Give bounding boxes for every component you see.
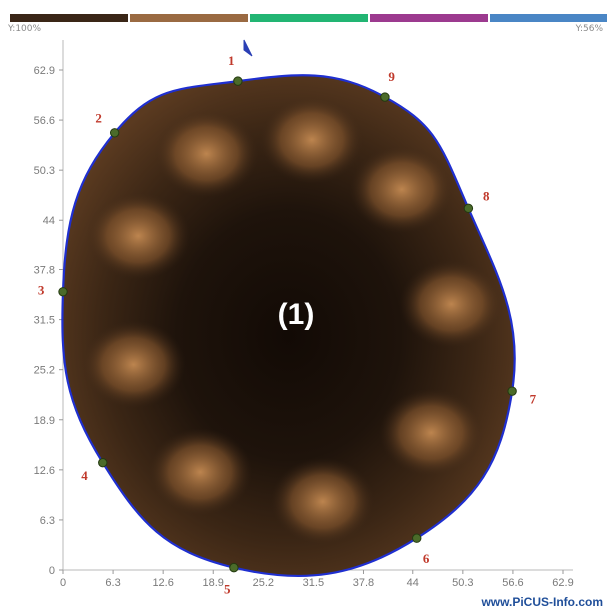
x-tick-label: 31.5 [303,577,324,589]
x-tick-label: 6.3 [105,577,120,589]
sensor-marker [233,76,243,86]
density-patch [148,428,253,517]
y-axis: 0 6.3 12.6 18.9 25.2 31.5 37.8 44 50.3 56.6 62.9 [34,40,64,577]
x-tick-label: 62.9 [552,577,573,589]
y-tick-label: 56.6 [34,115,55,127]
x-tick-label: 25.2 [253,577,274,589]
scale-segment [370,14,488,22]
sensor-points: 1 2 3 4 5 6 7 8 9 [38,53,537,596]
scale-segment [490,14,607,22]
sensor-label: 3 [38,282,45,297]
y-tick-label: 12.6 [34,465,55,477]
y-tick-label: 0 [49,565,55,577]
sensor-marker [380,92,390,102]
density-patch [86,191,191,280]
sensor-label: 7 [530,392,537,407]
density-patch [399,260,504,349]
sensor-marker [229,562,239,573]
north-arrow-icon [243,39,253,57]
sensor-label: 5 [224,582,231,597]
sensor-marker [412,533,422,543]
scale-segment [250,14,368,22]
x-tick-label: 12.6 [152,577,173,589]
sensor-label: 1 [228,53,235,68]
sensor-label: 8 [483,188,490,203]
y-tick-label: 44 [43,215,55,227]
x-tick-label: 50.3 [452,577,473,589]
density-patch [379,388,484,477]
x-tick-label: 0 [60,577,66,589]
sensor-label: 4 [81,468,88,483]
region-annotation: (1) [278,298,315,331]
trunk-outline [61,74,516,578]
density-patch [81,320,186,409]
x-tick-label: 44 [407,577,419,589]
x-tick-label: 56.6 [502,577,523,589]
sensor-marker [507,386,517,396]
density-patch [349,145,454,234]
y-tick-label: 31.5 [34,315,55,327]
sensor-label: 6 [423,551,430,566]
sensor-marker [463,203,474,214]
density-patch [259,95,364,184]
sensor-label: 2 [95,111,102,126]
footer-link[interactable]: www.PiCUS-Info.com [481,595,603,609]
density-patch [154,109,259,198]
sensor-marker [98,457,108,468]
wood-density-patches [81,95,504,546]
scale-left-label: Y:100% [8,24,42,34]
x-tick-label: 18.9 [203,577,224,589]
y-tick-label: 25.2 [34,365,55,377]
y-tick-label: 50.3 [34,165,55,177]
y-tick-label: 37.8 [34,265,55,277]
y-tick-label: 6.3 [40,515,55,527]
density-patch [270,457,375,546]
sensor-marker [109,128,120,138]
sensor-label: 9 [388,69,395,84]
y-tick-label: 18.9 [34,415,55,427]
scale-right-label: Y:56% [575,24,603,34]
sensor-marker [58,287,68,297]
trunk-tomogram [61,74,516,578]
x-tick-label: 37.8 [353,577,374,589]
scale-segment [130,14,248,22]
scale-segment [10,14,128,22]
y-tick-label: 62.9 [34,65,55,77]
